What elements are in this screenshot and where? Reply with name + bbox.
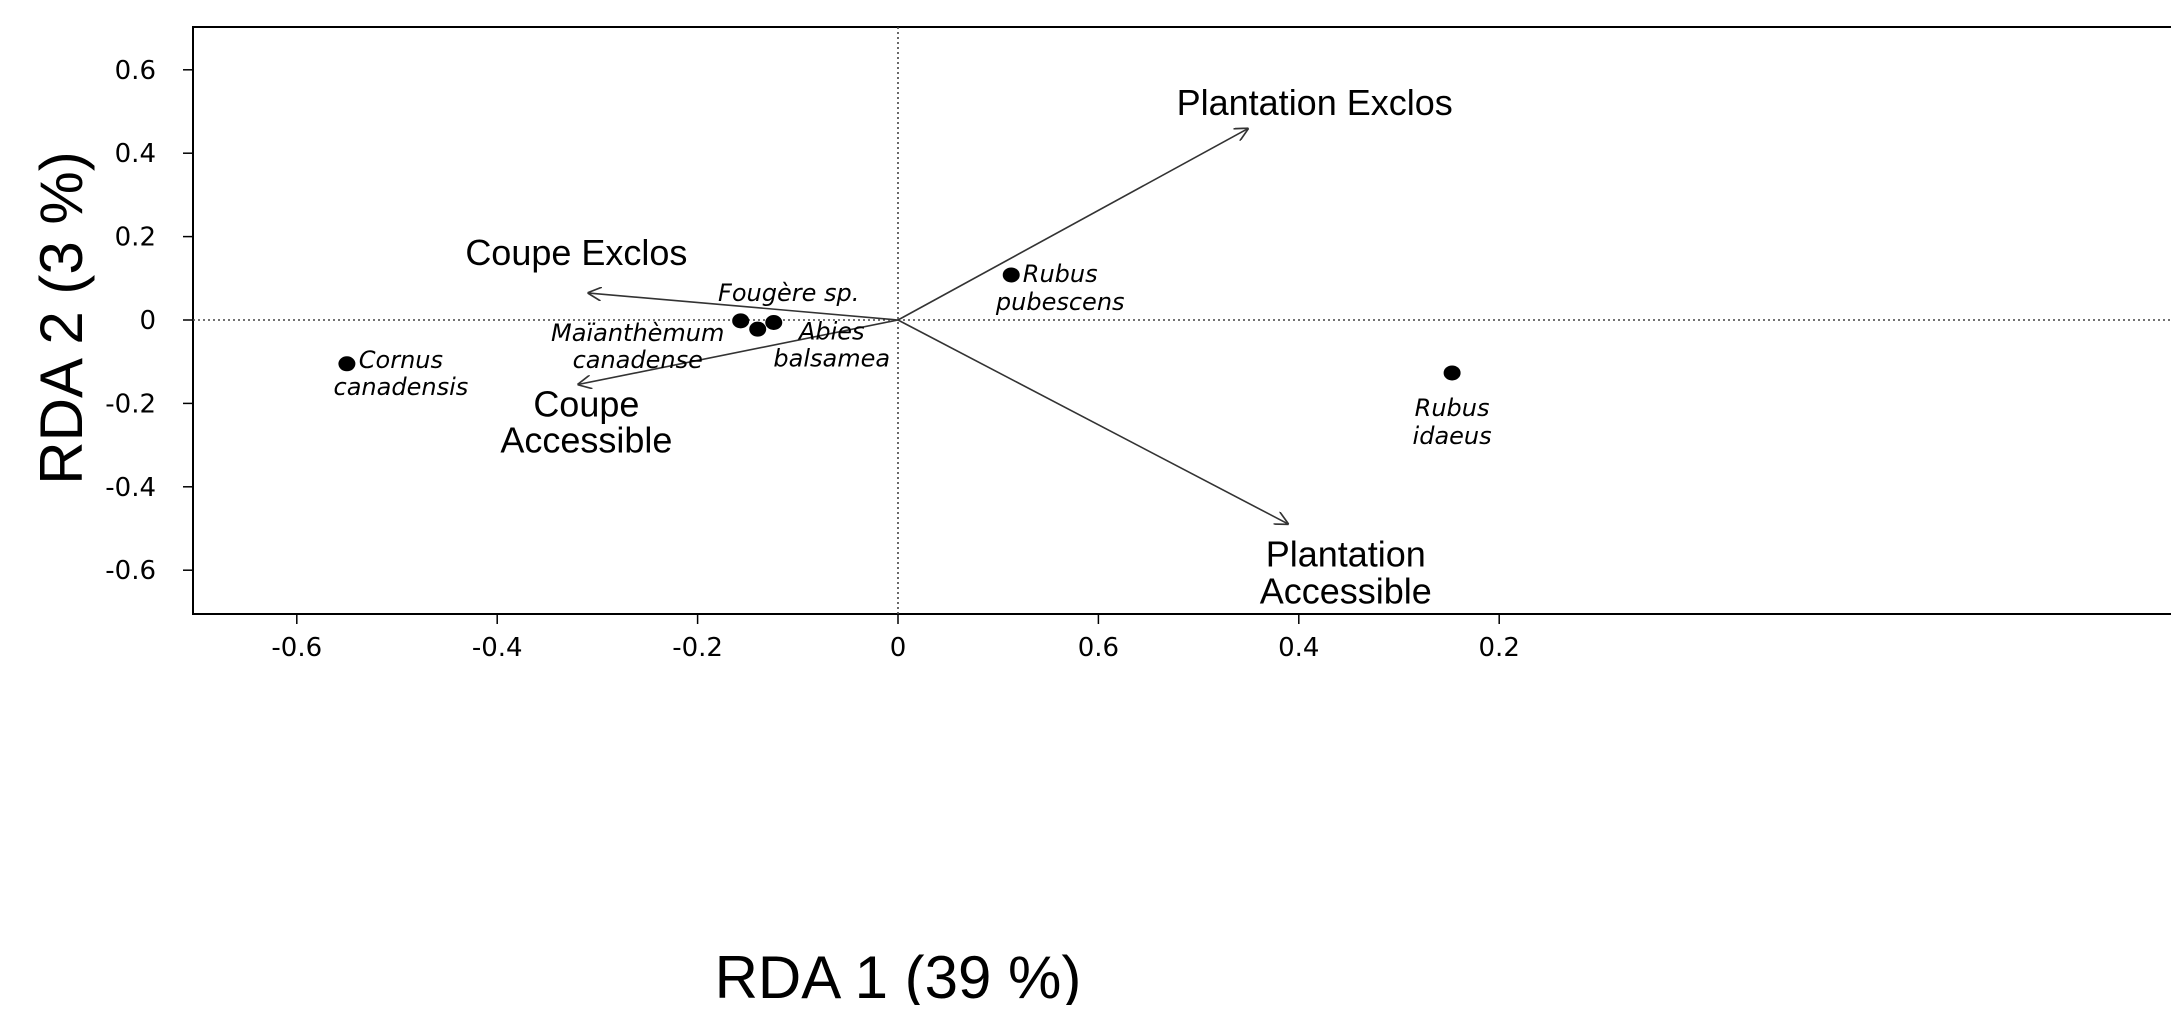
vector-label: Plantation bbox=[1266, 533, 1426, 574]
species-point bbox=[765, 315, 783, 331]
vector-label: Plantation Exclos bbox=[1177, 82, 1453, 123]
y-axis-title: RDA 2 (3 %) bbox=[28, 151, 95, 484]
vector-label: Accessible bbox=[500, 420, 672, 461]
x-tick-label: 0.6 bbox=[1078, 633, 1119, 663]
species-point bbox=[338, 356, 356, 372]
x-tick-label: -0.6 bbox=[271, 633, 322, 663]
x-tick-label: 0.2 bbox=[1479, 633, 1520, 663]
species-label: idaeus bbox=[1413, 422, 1492, 450]
y-tick-label: 0.2 bbox=[115, 223, 156, 253]
vector-label: Accessible bbox=[1260, 570, 1432, 611]
species-label: canadensis bbox=[334, 373, 469, 401]
species-label: Abies bbox=[797, 318, 865, 346]
vector-label: Coupe Exclos bbox=[465, 232, 687, 273]
species-point bbox=[1002, 267, 1020, 283]
y-tick-label: -0.6 bbox=[105, 556, 156, 586]
y-tick-label: 0.4 bbox=[115, 139, 156, 169]
species-label: Maïanthèmum bbox=[551, 319, 724, 347]
species-label: Fougère sp. bbox=[718, 279, 859, 307]
vector-arrow bbox=[587, 293, 899, 321]
species-label: pubescens bbox=[995, 288, 1125, 316]
species-label: Rubus bbox=[1023, 260, 1098, 288]
vector-arrow bbox=[897, 128, 1249, 321]
x-axis-title: RDA 1 (39 %) bbox=[715, 944, 1082, 1005]
vector-arrow bbox=[577, 319, 899, 385]
vector-arrow bbox=[897, 319, 1289, 524]
x-tick-label: 0.4 bbox=[1278, 633, 1319, 663]
species-label: Rubus bbox=[1415, 394, 1490, 422]
x-tick-label: 0 bbox=[890, 633, 907, 663]
species-point bbox=[749, 321, 767, 337]
species-point bbox=[732, 313, 750, 329]
y-tick-label: -0.2 bbox=[105, 389, 156, 419]
species-label: canadense bbox=[573, 346, 703, 374]
x-tick-label: -0.2 bbox=[672, 633, 723, 663]
x-tick-label: -0.4 bbox=[472, 633, 523, 663]
species-point bbox=[1443, 365, 1461, 381]
y-tick-label: 0.6 bbox=[115, 56, 156, 86]
species-label: balsamea bbox=[773, 345, 890, 373]
species-label: Cornus bbox=[359, 346, 443, 374]
vector-label: Coupe bbox=[533, 384, 639, 425]
y-tick-label: 0 bbox=[139, 306, 156, 336]
y-tick-label: -0.4 bbox=[105, 473, 156, 503]
